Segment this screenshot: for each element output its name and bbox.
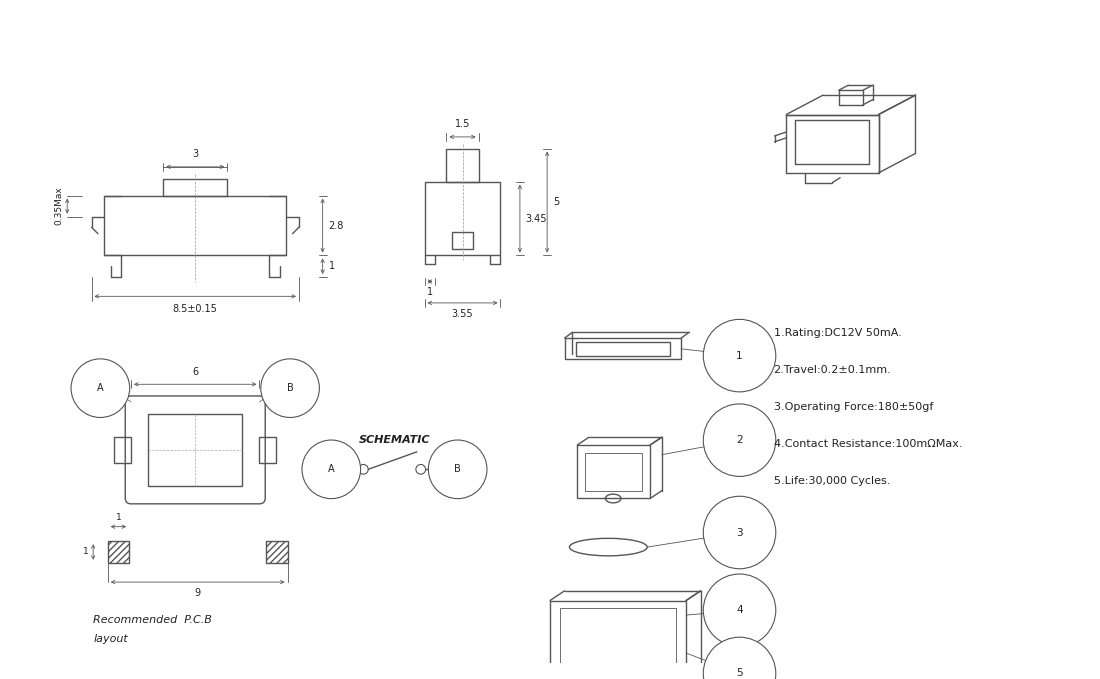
Text: 3.Operating Force:180±50gf: 3.Operating Force:180±50gf bbox=[773, 402, 933, 412]
Bar bbox=[550, 600, 686, 679]
Bar bbox=[260, 437, 276, 462]
Text: Recommended  P.C.B: Recommended P.C.B bbox=[94, 615, 212, 625]
Text: B: B bbox=[454, 464, 461, 475]
Text: 3: 3 bbox=[736, 528, 743, 538]
Text: 9: 9 bbox=[195, 588, 200, 598]
Text: 4.Contact Resistance:100mΩMax.: 4.Contact Resistance:100mΩMax. bbox=[773, 439, 962, 449]
Bar bbox=[564, 338, 681, 359]
Bar bbox=[104, 196, 286, 255]
Text: 2: 2 bbox=[736, 435, 743, 445]
Text: 1: 1 bbox=[82, 547, 88, 557]
Text: A: A bbox=[328, 464, 334, 475]
Text: layout: layout bbox=[94, 634, 128, 644]
Bar bbox=[560, 608, 676, 676]
Text: 2.Travel:0.2±0.1mm.: 2.Travel:0.2±0.1mm. bbox=[773, 365, 891, 375]
Text: 2.8: 2.8 bbox=[329, 221, 344, 231]
Bar bbox=[108, 541, 129, 563]
Bar bbox=[578, 445, 650, 498]
Bar bbox=[585, 453, 642, 491]
Bar bbox=[266, 541, 287, 563]
Text: 5: 5 bbox=[736, 668, 743, 678]
Text: 1: 1 bbox=[736, 350, 743, 361]
Text: 8.5±0.15: 8.5±0.15 bbox=[173, 304, 218, 314]
Bar bbox=[425, 182, 500, 255]
Text: 4: 4 bbox=[736, 605, 743, 615]
Text: 3.55: 3.55 bbox=[452, 309, 473, 318]
Text: 1.5: 1.5 bbox=[454, 119, 470, 129]
Text: SCHEMATIC: SCHEMATIC bbox=[359, 435, 430, 445]
Text: 3: 3 bbox=[192, 149, 198, 159]
Text: A: A bbox=[97, 383, 103, 393]
Text: 5: 5 bbox=[553, 197, 559, 207]
Text: 1: 1 bbox=[427, 287, 433, 297]
Bar bbox=[114, 437, 131, 462]
Text: 1: 1 bbox=[329, 261, 334, 271]
Bar bbox=[447, 149, 478, 182]
Text: B: B bbox=[287, 383, 294, 393]
Text: 3.45: 3.45 bbox=[526, 214, 547, 223]
Text: 1.Rating:DC12V 50mA.: 1.Rating:DC12V 50mA. bbox=[773, 329, 901, 338]
Text: 1: 1 bbox=[116, 513, 121, 522]
Text: 5.Life:30,000 Cycles.: 5.Life:30,000 Cycles. bbox=[773, 476, 890, 486]
Bar bbox=[148, 414, 242, 486]
Bar bbox=[163, 179, 228, 196]
Bar bbox=[452, 232, 473, 249]
Text: 6: 6 bbox=[192, 367, 198, 376]
Text: 0.35Max: 0.35Max bbox=[54, 187, 64, 225]
Bar bbox=[576, 342, 670, 356]
